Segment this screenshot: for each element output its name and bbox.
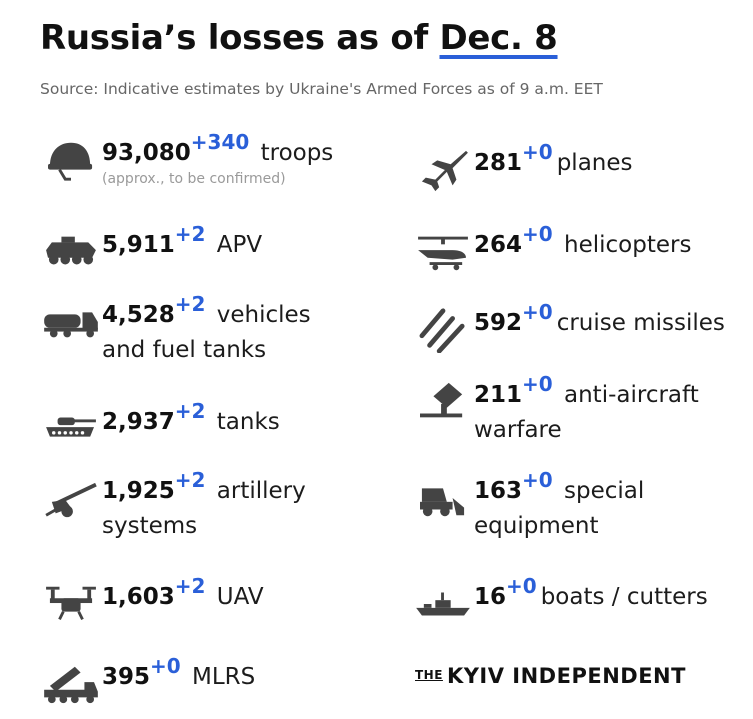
stat-value: 1,925 bbox=[102, 478, 175, 504]
stat-delta: +0 bbox=[522, 222, 553, 246]
stat-label: special bbox=[564, 478, 645, 504]
brand-name: KYIV INDEPENDENT bbox=[446, 664, 686, 688]
stat-label: APV bbox=[216, 232, 263, 258]
page-title: Russia’s losses as of Dec. 8 bbox=[40, 18, 558, 58]
fuel-truck-icon bbox=[42, 298, 102, 346]
title-date: Dec. 8 bbox=[439, 18, 558, 58]
source-note: Source: Indicative estimates by Ukraine'… bbox=[40, 80, 603, 98]
stat-value: 592 bbox=[474, 310, 523, 336]
apv-icon bbox=[42, 228, 102, 276]
brand-the: THE bbox=[415, 668, 443, 682]
stat-special-equipment: 163+0 special equipment bbox=[414, 468, 645, 544]
helmet-icon bbox=[42, 136, 102, 184]
stat-delta: +2 bbox=[174, 468, 206, 492]
stat-vehicles: 4,528+2 vehicles and fuel tanks bbox=[42, 292, 311, 368]
title-prefix: Russia’s losses as of bbox=[40, 18, 440, 58]
anti-aircraft-icon bbox=[414, 378, 474, 426]
helicopter-icon bbox=[414, 228, 474, 276]
stat-label: boats / cutters bbox=[540, 584, 708, 610]
stat-value: 211 bbox=[474, 382, 523, 408]
stat-label-line2: warfare bbox=[474, 417, 562, 443]
loader-icon bbox=[414, 474, 474, 522]
drone-icon bbox=[42, 580, 102, 628]
stat-delta: +0 bbox=[522, 468, 553, 492]
artillery-icon bbox=[42, 474, 102, 522]
brand-logo: THE KYIV INDEPENDENT bbox=[415, 664, 686, 688]
stat-anti-aircraft: 211+0 anti-aircraft warfare bbox=[414, 372, 699, 448]
missiles-icon bbox=[414, 306, 474, 354]
stat-uav: 1,603+2 UAV bbox=[42, 574, 264, 628]
stat-value: 1,603 bbox=[102, 584, 175, 610]
stat-note: (approx., to be confirmed) bbox=[102, 171, 286, 187]
stat-mlrs: 395+0 MLRS bbox=[42, 654, 256, 708]
stat-value: 93,080 bbox=[102, 140, 191, 166]
stat-value: 264 bbox=[474, 232, 523, 258]
stat-delta: +2 bbox=[174, 399, 206, 423]
stat-label: artillery bbox=[216, 478, 306, 504]
stat-value: 5,911 bbox=[102, 232, 175, 258]
stat-delta: +340 bbox=[190, 130, 250, 154]
stat-tanks: 2,937+2 tanks bbox=[42, 399, 280, 453]
stat-artillery: 1,925+2 artillery systems bbox=[42, 468, 306, 544]
stat-planes: 281+0 planes bbox=[414, 140, 633, 194]
stat-cruise-missiles: 592+0 cruise missiles bbox=[414, 300, 725, 354]
stat-value: 281 bbox=[474, 150, 523, 176]
stat-value: 4,528 bbox=[102, 302, 175, 328]
stat-label: tanks bbox=[216, 409, 280, 435]
stat-boats: 16+0 boats / cutters bbox=[414, 574, 708, 628]
tank-icon bbox=[42, 405, 102, 453]
stat-label: vehicles bbox=[216, 302, 311, 328]
mlrs-icon bbox=[42, 660, 102, 708]
stat-apv: 5,911+2 APV bbox=[42, 222, 263, 276]
stat-label: MLRS bbox=[192, 664, 256, 690]
stat-label: anti-aircraft bbox=[564, 382, 699, 408]
stat-value: 16 bbox=[474, 584, 507, 610]
stat-delta: +0 bbox=[522, 300, 553, 324]
stat-troops: 93,080+340 troops (approx., to be confir… bbox=[42, 130, 334, 187]
stat-delta: +0 bbox=[522, 372, 553, 396]
stat-helicopters: 264+0 helicopters bbox=[414, 222, 692, 276]
stat-label: troops bbox=[260, 140, 334, 166]
stat-label: UAV bbox=[216, 584, 264, 610]
stat-delta: +0 bbox=[506, 574, 537, 598]
stat-label-line2: systems bbox=[102, 513, 198, 539]
stat-value: 163 bbox=[474, 478, 523, 504]
stat-value: 395 bbox=[102, 664, 151, 690]
stat-label-line2: equipment bbox=[474, 513, 599, 539]
boat-icon bbox=[414, 580, 474, 628]
stat-label: cruise missiles bbox=[556, 310, 725, 336]
stat-delta: +2 bbox=[174, 222, 206, 246]
stat-value: 2,937 bbox=[102, 409, 175, 435]
plane-icon bbox=[414, 146, 474, 194]
stat-delta: +2 bbox=[174, 574, 206, 598]
stat-delta: +2 bbox=[174, 292, 206, 316]
stat-label: helicopters bbox=[564, 232, 692, 258]
stat-label: planes bbox=[556, 150, 633, 176]
stat-delta: +0 bbox=[522, 140, 553, 164]
stat-label-line2: and fuel tanks bbox=[102, 337, 267, 363]
stat-delta: +0 bbox=[150, 654, 181, 678]
